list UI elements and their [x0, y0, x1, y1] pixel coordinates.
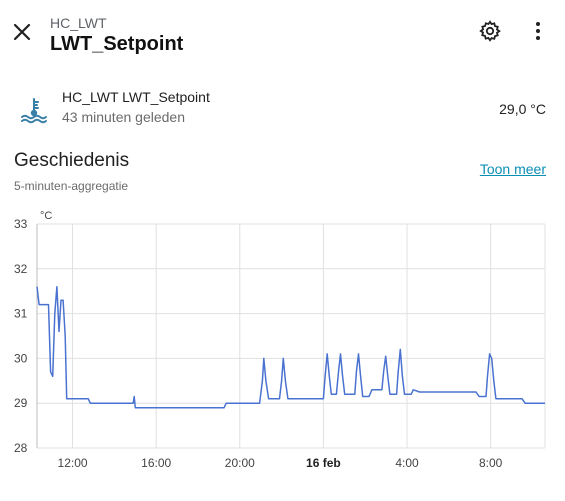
y-tick-label: 31 [14, 307, 28, 321]
history-subtitle: 5-minuten-aggregatie [14, 179, 129, 193]
entity-row[interactable]: HC_LWT LWT_Setpoint 43 minuten geleden 2… [0, 84, 565, 132]
y-tick-label: 28 [14, 441, 28, 455]
y-tick-label: 32 [14, 262, 28, 276]
show-more-link[interactable]: Toon meer [479, 161, 546, 177]
entity-name: HC_LWT LWT_Setpoint [62, 89, 210, 105]
dialog-subtitle: HC_LWT [50, 15, 107, 31]
x-tick-label: 20:00 [225, 456, 255, 470]
thermometer-water-icon [21, 98, 47, 124]
history-chart[interactable]: 33 32 31 30 29 28 12:00 16:00 20:00 16 feb 4:00 8:0… [0, 200, 565, 500]
series-line [36, 285, 545, 409]
dialog-header: HC_LWT LWT_Setpoint [0, 0, 565, 70]
x-tick-label: 4:00 [395, 456, 419, 470]
dialog-title: LWT_Setpoint [50, 33, 184, 55]
y-tick-label: 30 [14, 351, 28, 365]
entity-last-changed: 43 minuten geleden [62, 109, 185, 125]
y-tick-label: 33 [14, 217, 28, 231]
more-vertical-icon[interactable] [526, 19, 550, 43]
entity-state: 29,0 °C [499, 101, 546, 117]
x-tick-label: 16:00 [141, 456, 171, 470]
gear-icon[interactable] [478, 19, 502, 43]
y-tick-label: 29 [14, 396, 28, 410]
x-tick-label: 16 feb [306, 456, 341, 470]
x-tick-label: 12:00 [58, 456, 88, 470]
y-unit-label: °C [40, 210, 52, 222]
close-icon[interactable] [10, 20, 34, 44]
history-title: Geschiedenis [14, 150, 130, 171]
x-tick-label: 8:00 [479, 456, 503, 470]
